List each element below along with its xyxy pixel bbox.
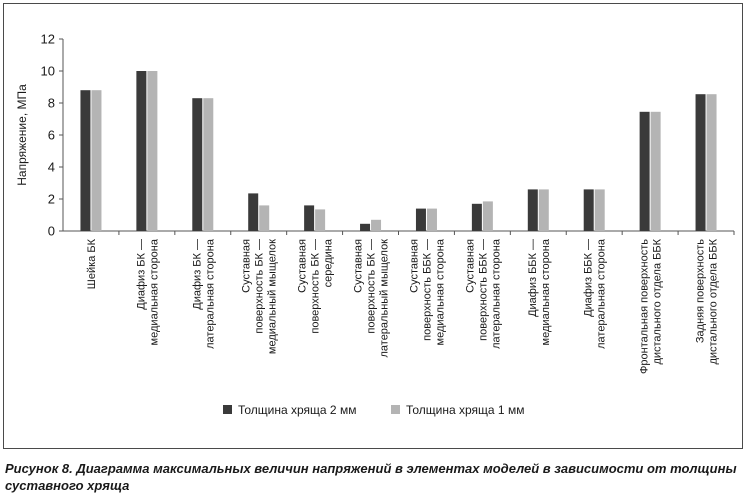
bar (315, 209, 326, 231)
y-axis-title: Напряжение, МПа (15, 84, 29, 186)
category-label-line: поверхность БК — (310, 239, 322, 334)
bar (136, 71, 147, 231)
bar (583, 189, 594, 231)
category-label-line: Суставная (353, 239, 365, 293)
category-label: Задняя поверхностьдистального отдела ББК (695, 238, 720, 364)
chart-frame: 0 2 4 6 8 10 12 Напряжение, МПа Шейка БК Диафиз Б… (3, 3, 743, 449)
category-label-line: Фронтальная поверхность (639, 239, 651, 374)
category-label-line: медиальная сторона (148, 238, 160, 345)
bar (192, 98, 203, 231)
category-label-line: латеральная сторона (204, 238, 216, 349)
bar (248, 193, 259, 231)
bar (304, 205, 315, 231)
category-label-line: Диафиз ББК — (583, 239, 595, 317)
category-label-line: медиальный мыщелок (267, 239, 279, 354)
category-label-line: медиальная сторона (434, 238, 446, 345)
category-label-line: медиальная сторона (540, 238, 552, 345)
bar (594, 189, 605, 231)
category-label: Шейка БК (86, 238, 98, 289)
bar (527, 189, 538, 231)
bar (91, 90, 102, 231)
y-tick-label: 2 (48, 192, 55, 207)
category-label: Диафиз БК —медиальная сторона (135, 238, 160, 345)
bar (147, 71, 158, 231)
y-tick-label: 8 (48, 96, 55, 111)
category-label-line: Суставная (408, 239, 420, 293)
bar (471, 203, 482, 231)
bar (80, 90, 91, 231)
bar (415, 208, 426, 231)
category-label-line: латеральная сторона (596, 238, 608, 349)
y-tick-label: 6 (48, 128, 55, 143)
category-label-line: Диафиз БК — (135, 239, 147, 310)
category-label-line: Диафиз ББК — (527, 239, 539, 317)
bar (639, 111, 650, 231)
legend-swatch (391, 405, 400, 414)
category-label-line: поверхность БК — (366, 239, 378, 334)
legend-swatch (223, 405, 232, 414)
legend-label: Толщина хряща 1 мм (406, 403, 524, 417)
category-label-line: дистального отдела ББК (652, 238, 664, 364)
category-label-line: Суставная (464, 239, 476, 293)
category-label-line: поверхность ББК — (421, 239, 433, 341)
category-label: Диафиз БК —латеральная сторона (191, 238, 216, 349)
category-label-line: середина (323, 238, 335, 287)
category-label: Диафиз ББК —латеральная сторона (583, 238, 608, 349)
category-label-line: поверхность БК — (254, 239, 266, 334)
bar (650, 111, 661, 231)
category-label-line: латеральная сторона (490, 238, 502, 349)
category-label-line: дистального отдела ББК (708, 238, 720, 364)
bar (371, 219, 382, 231)
category-label-line: Задняя поверхность (695, 239, 707, 343)
category-label: Суставнаяповерхность БК —медиальный мыще… (241, 239, 279, 354)
bar (360, 223, 371, 231)
bar (538, 189, 549, 231)
bar (426, 208, 437, 231)
category-label-line: латеральный мыщелок (379, 239, 391, 358)
category-label: Суставнаяповерхность БК —латеральный мыщ… (353, 239, 391, 358)
category-label-line: Диафиз БК — (191, 239, 203, 310)
y-tick-label: 10 (41, 64, 55, 79)
category-label: Суставнаяповерхность ББК —латеральная ст… (464, 238, 502, 349)
bar (695, 94, 706, 231)
y-tick-label: 0 (48, 224, 55, 239)
y-tick-label: 12 (41, 32, 55, 47)
bar (203, 98, 214, 231)
bar (482, 201, 493, 231)
category-label: Диафиз ББК —медиальная сторона (527, 238, 552, 345)
category-label-line: Суставная (297, 239, 309, 293)
category-label-line: поверхность ББК — (477, 239, 489, 341)
bar (259, 205, 270, 231)
y-tick-label: 4 (48, 160, 55, 175)
figure-caption: Рисунок 8. Диаграмма максимальных величи… (5, 461, 737, 493)
category-label-line: Суставная (241, 239, 253, 293)
bar-chart: 0 2 4 6 8 10 12 Напряжение, МПа Шейка БК Диафиз Б… (15, 32, 735, 417)
category-label: Суставнаяповерхность БК —середина (297, 238, 335, 333)
legend-label: Толщина хряща 2 мм (238, 403, 356, 417)
category-label: Суставнаяповерхность ББК —медиальная сто… (408, 238, 446, 345)
bar (706, 94, 717, 231)
category-label: Фронтальная поверхностьдистального отдел… (639, 238, 664, 374)
category-label-line: Шейка БК (86, 238, 98, 289)
